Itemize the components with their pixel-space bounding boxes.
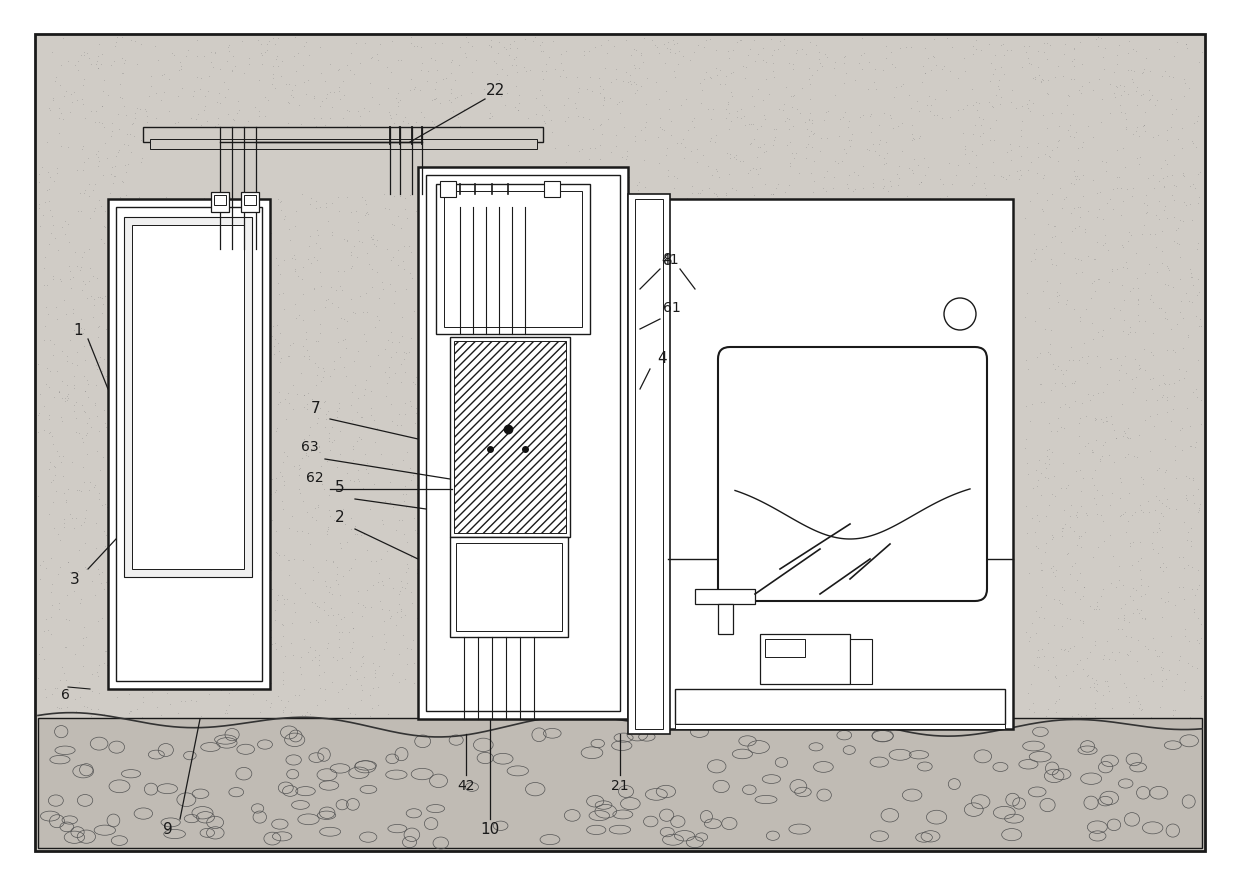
Bar (718, 604, 733, 634)
Text: 10: 10 (480, 821, 500, 836)
Text: 4: 4 (657, 350, 667, 365)
Bar (131, 226, 244, 570)
Bar (143, 128, 543, 143)
Text: 42: 42 (458, 778, 475, 792)
Bar (635, 199, 663, 729)
FancyBboxPatch shape (718, 347, 987, 602)
Text: 8: 8 (663, 253, 673, 268)
Bar (454, 342, 565, 533)
Text: 6: 6 (61, 688, 69, 701)
Text: 62: 62 (306, 470, 324, 485)
Bar (241, 193, 259, 213)
Bar (675, 724, 1004, 729)
Circle shape (944, 299, 976, 330)
Bar (849, 640, 872, 684)
Text: 63: 63 (301, 439, 319, 454)
Bar (456, 543, 562, 632)
Bar (38, 719, 1202, 848)
Bar (440, 182, 456, 198)
Text: 5: 5 (335, 480, 345, 495)
Text: 22: 22 (485, 82, 505, 97)
Text: 41: 41 (661, 253, 678, 267)
Bar (117, 207, 262, 681)
Bar (211, 193, 229, 213)
Bar (444, 191, 582, 328)
Text: 7: 7 (311, 400, 321, 415)
Bar (760, 634, 849, 684)
Bar (668, 199, 1013, 729)
Bar (436, 185, 590, 335)
Bar (124, 218, 252, 578)
Bar (150, 140, 537, 150)
Bar (450, 338, 570, 538)
Bar (765, 640, 805, 657)
Bar (427, 175, 620, 711)
Text: 3: 3 (71, 571, 79, 587)
Bar (108, 199, 270, 689)
Text: 2: 2 (335, 510, 345, 525)
Text: 9: 9 (164, 821, 172, 836)
Text: 61: 61 (663, 300, 681, 315)
Text: 21: 21 (611, 778, 629, 792)
Bar (215, 196, 226, 206)
Text: 1: 1 (73, 323, 83, 337)
Bar (694, 589, 755, 604)
Bar (544, 182, 560, 198)
Bar (675, 689, 1004, 724)
Bar (627, 195, 670, 734)
Bar (244, 196, 255, 206)
Bar (450, 538, 568, 637)
Bar (418, 167, 627, 719)
